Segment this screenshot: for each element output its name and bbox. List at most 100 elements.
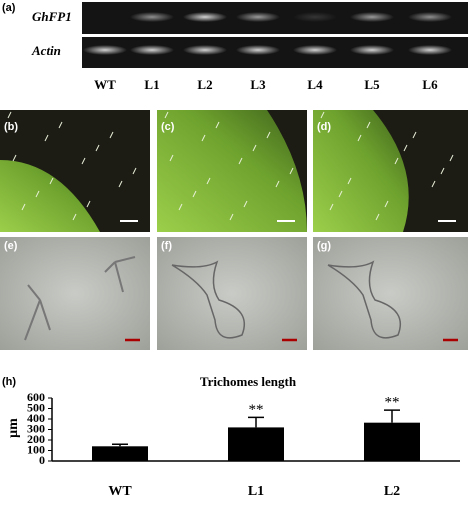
lane-label: L2 bbox=[197, 77, 212, 92]
trichome bbox=[109, 131, 114, 139]
trichome bbox=[327, 260, 402, 339]
trichome bbox=[238, 157, 243, 165]
significance: ** bbox=[385, 395, 400, 411]
trichome bbox=[132, 167, 137, 175]
trichome bbox=[21, 203, 26, 211]
trichome bbox=[206, 177, 211, 185]
trichome bbox=[403, 144, 408, 152]
panel-label: (f) bbox=[161, 240, 172, 252]
panel-label: (b) bbox=[4, 121, 18, 133]
panel-label: (d) bbox=[317, 121, 331, 133]
trichome bbox=[431, 180, 436, 188]
leaf bbox=[0, 160, 100, 232]
trichome bbox=[171, 260, 246, 339]
y-axis-label: μm bbox=[6, 418, 21, 438]
trichome bbox=[58, 121, 63, 129]
leaf bbox=[157, 110, 307, 232]
trichome bbox=[24, 256, 136, 341]
gel-row-label: GhFP1 bbox=[32, 9, 72, 24]
trichome bbox=[338, 190, 343, 198]
y-tick-label: 300 bbox=[27, 421, 45, 435]
trichome bbox=[329, 203, 334, 211]
trichome bbox=[178, 203, 183, 211]
trichome bbox=[215, 121, 220, 129]
band bbox=[408, 12, 452, 22]
error-bar bbox=[384, 409, 400, 423]
y-tick-label: 600 bbox=[27, 390, 45, 404]
trichome bbox=[7, 111, 12, 119]
panel-label: (c) bbox=[161, 121, 175, 133]
x-tick-label: L1 bbox=[248, 484, 264, 499]
trichome bbox=[266, 131, 271, 139]
trichome bbox=[86, 200, 91, 208]
lane-label: L4 bbox=[307, 77, 323, 92]
lane-labels: WT L1 L2 L3 L4 L5 L6 bbox=[94, 77, 438, 92]
trichome bbox=[357, 134, 362, 142]
micrograph-bg bbox=[313, 237, 468, 350]
panel-label: (g) bbox=[317, 240, 331, 252]
trichome bbox=[72, 213, 77, 221]
trichome bbox=[35, 190, 40, 198]
lane-label: L6 bbox=[422, 77, 438, 92]
band bbox=[293, 45, 337, 55]
y-tick-label: 100 bbox=[27, 442, 45, 456]
y-tick-label: 400 bbox=[27, 411, 45, 425]
band bbox=[183, 12, 227, 22]
trichome bbox=[347, 177, 352, 185]
trichome bbox=[49, 177, 54, 185]
bar bbox=[92, 446, 148, 461]
x-tick-label: L2 bbox=[384, 484, 400, 499]
lane-label: L1 bbox=[144, 77, 159, 92]
gel-row-label: Actin bbox=[31, 43, 61, 58]
trichome bbox=[384, 200, 389, 208]
trichome bbox=[412, 131, 417, 139]
band bbox=[130, 45, 174, 55]
lane-label: L3 bbox=[250, 77, 266, 92]
trichome bbox=[375, 213, 380, 221]
bar bbox=[364, 422, 420, 461]
trichome bbox=[252, 144, 257, 152]
trichome bbox=[81, 157, 86, 165]
leaf bbox=[313, 110, 409, 232]
significance: ** bbox=[249, 402, 264, 418]
panel-label: (e) bbox=[4, 240, 18, 252]
trichome bbox=[201, 134, 206, 142]
lane-label: WT bbox=[94, 77, 116, 92]
band bbox=[236, 12, 280, 22]
trichome bbox=[229, 213, 234, 221]
y-tick-label: 0 bbox=[39, 453, 45, 467]
band bbox=[83, 45, 127, 55]
trichome bbox=[12, 154, 17, 162]
panel-label: (a) bbox=[2, 2, 16, 14]
trichome bbox=[366, 121, 371, 129]
micrograph-bg bbox=[0, 237, 150, 350]
error-bar bbox=[112, 443, 128, 447]
trichome bbox=[320, 111, 325, 119]
trichome bbox=[394, 157, 399, 165]
band bbox=[130, 12, 174, 22]
trichome bbox=[449, 154, 454, 162]
trichome bbox=[440, 167, 445, 175]
trichome bbox=[95, 144, 100, 152]
trichome bbox=[169, 154, 174, 162]
lane-label: L5 bbox=[364, 77, 380, 92]
band bbox=[408, 45, 452, 55]
micrograph-bg bbox=[157, 237, 307, 350]
band bbox=[236, 45, 280, 55]
x-tick-label: WT bbox=[108, 484, 132, 499]
trichome bbox=[118, 180, 123, 188]
micrographs: (b) (e) (c) (f) (d) (g) bbox=[0, 110, 468, 350]
trichome bbox=[192, 190, 197, 198]
band bbox=[350, 12, 394, 22]
error-bar bbox=[248, 416, 264, 428]
trichome bbox=[164, 111, 169, 119]
trichome bbox=[44, 134, 49, 142]
band bbox=[183, 45, 227, 55]
y-tick-label: 200 bbox=[27, 432, 45, 446]
band bbox=[350, 45, 394, 55]
chart-title: Trichomes length bbox=[200, 374, 297, 389]
band bbox=[293, 12, 337, 22]
trichome bbox=[275, 180, 280, 188]
